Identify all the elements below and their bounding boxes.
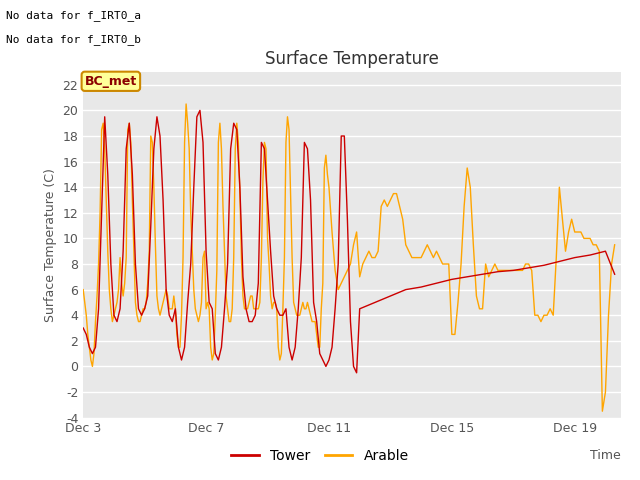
Y-axis label: Surface Temperature (C): Surface Temperature (C): [44, 168, 57, 322]
Legend: Tower, Arable: Tower, Arable: [226, 443, 414, 468]
Text: BC_met: BC_met: [84, 75, 137, 88]
Title: Surface Temperature: Surface Temperature: [265, 49, 439, 68]
Text: No data for f_IRT0_a: No data for f_IRT0_a: [6, 10, 141, 21]
Text: No data for f̲IRT0̲b: No data for f̲IRT0̲b: [6, 34, 141, 45]
Text: Time: Time: [590, 449, 621, 462]
